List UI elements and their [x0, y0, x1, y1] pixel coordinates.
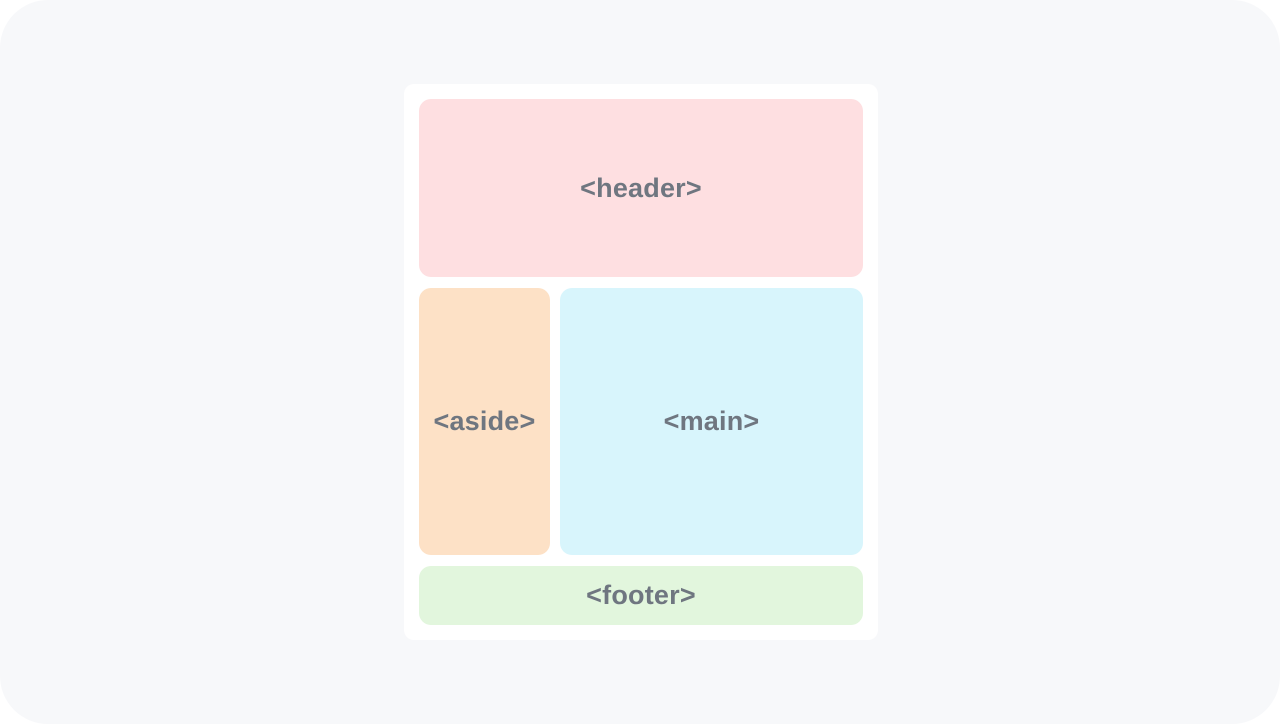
aside-region: <aside> [419, 288, 550, 555]
main-label: <main> [663, 406, 760, 436]
layout-card: <header> <aside> <main> <footer> [404, 84, 878, 640]
footer-region: <footer> [419, 566, 863, 625]
footer-label: <footer> [586, 580, 696, 610]
main-region: <main> [560, 288, 863, 555]
header-region: <header> [419, 99, 863, 277]
aside-label: <aside> [433, 406, 536, 436]
header-label: <header> [580, 172, 702, 203]
